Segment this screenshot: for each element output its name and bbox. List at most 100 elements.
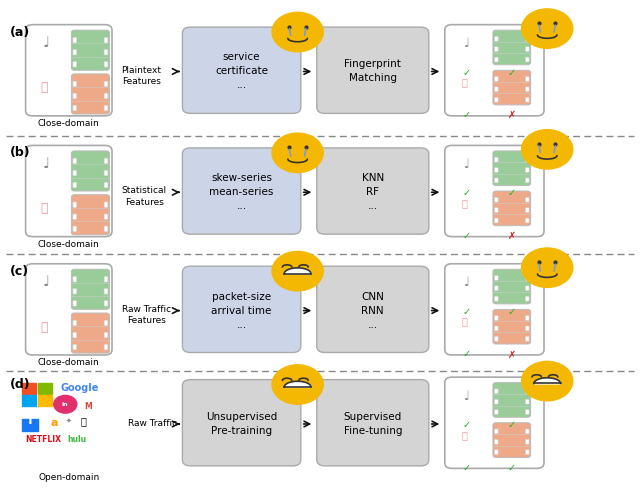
FancyBboxPatch shape: [525, 296, 529, 301]
Text: ♩: ♩: [464, 389, 470, 403]
FancyBboxPatch shape: [495, 208, 498, 212]
Text: in: in: [62, 402, 68, 407]
FancyBboxPatch shape: [104, 332, 108, 338]
FancyBboxPatch shape: [525, 168, 529, 173]
Text: ✓: ✓: [463, 68, 471, 77]
FancyBboxPatch shape: [72, 151, 109, 191]
FancyBboxPatch shape: [104, 214, 108, 219]
Circle shape: [54, 395, 77, 413]
Text: ✓: ✓: [508, 188, 516, 198]
FancyBboxPatch shape: [495, 87, 498, 92]
FancyBboxPatch shape: [73, 277, 77, 282]
Text: Fingerprint
Matching: Fingerprint Matching: [344, 60, 401, 83]
FancyBboxPatch shape: [182, 380, 301, 466]
FancyBboxPatch shape: [493, 423, 531, 458]
FancyBboxPatch shape: [495, 47, 498, 52]
Text: ♩: ♩: [42, 157, 50, 172]
FancyBboxPatch shape: [72, 269, 109, 310]
Text: Unsupervised
Pre-training: Unsupervised Pre-training: [206, 412, 277, 436]
FancyBboxPatch shape: [525, 47, 529, 52]
Text: ♩: ♩: [464, 37, 470, 50]
FancyBboxPatch shape: [525, 178, 529, 183]
Text: ✗: ✗: [508, 231, 516, 241]
FancyBboxPatch shape: [495, 168, 498, 173]
FancyBboxPatch shape: [73, 182, 77, 188]
FancyBboxPatch shape: [525, 157, 529, 162]
FancyBboxPatch shape: [72, 30, 109, 70]
FancyBboxPatch shape: [445, 377, 544, 468]
FancyBboxPatch shape: [525, 36, 529, 41]
FancyBboxPatch shape: [73, 301, 77, 306]
FancyBboxPatch shape: [73, 37, 77, 43]
FancyBboxPatch shape: [73, 170, 77, 176]
FancyBboxPatch shape: [26, 145, 112, 237]
FancyBboxPatch shape: [104, 277, 108, 282]
Text: Close-domain: Close-domain: [38, 240, 100, 249]
Text: ✗: ✗: [508, 350, 516, 359]
FancyBboxPatch shape: [73, 320, 77, 326]
Text: Raw Traffic
Features: Raw Traffic Features: [122, 305, 171, 325]
FancyBboxPatch shape: [104, 49, 108, 55]
FancyBboxPatch shape: [72, 74, 109, 114]
Text: ♩: ♩: [42, 36, 50, 51]
FancyBboxPatch shape: [495, 450, 498, 455]
Circle shape: [522, 361, 573, 401]
FancyBboxPatch shape: [493, 151, 531, 185]
FancyBboxPatch shape: [495, 286, 498, 291]
Circle shape: [522, 9, 573, 48]
FancyBboxPatch shape: [493, 191, 531, 226]
FancyBboxPatch shape: [104, 344, 108, 350]
FancyBboxPatch shape: [495, 178, 498, 183]
Text: skew-series
mean-series
...: skew-series mean-series ...: [209, 173, 274, 211]
FancyBboxPatch shape: [73, 158, 77, 164]
Text: ✓: ✓: [508, 68, 516, 77]
FancyBboxPatch shape: [525, 389, 529, 394]
Circle shape: [272, 12, 323, 52]
FancyBboxPatch shape: [445, 264, 544, 355]
Text: KNN
RF
...: KNN RF ...: [362, 173, 384, 211]
FancyBboxPatch shape: [445, 25, 544, 116]
Bar: [22, 383, 36, 394]
FancyBboxPatch shape: [73, 62, 77, 67]
Circle shape: [272, 365, 323, 404]
FancyBboxPatch shape: [493, 383, 531, 417]
FancyBboxPatch shape: [495, 218, 498, 223]
Text: ✓: ✓: [463, 231, 471, 241]
Text: ♩: ♩: [464, 276, 470, 289]
FancyBboxPatch shape: [182, 27, 301, 113]
Circle shape: [272, 133, 323, 173]
Bar: [38, 383, 52, 394]
FancyBboxPatch shape: [495, 157, 498, 162]
FancyBboxPatch shape: [525, 286, 529, 291]
Text: (c): (c): [10, 265, 29, 278]
FancyBboxPatch shape: [525, 197, 529, 202]
FancyBboxPatch shape: [493, 269, 531, 304]
FancyBboxPatch shape: [495, 410, 498, 415]
FancyBboxPatch shape: [182, 266, 301, 352]
FancyBboxPatch shape: [104, 288, 108, 294]
FancyBboxPatch shape: [73, 93, 77, 99]
Text: ✓: ✓: [463, 188, 471, 198]
FancyBboxPatch shape: [104, 93, 108, 99]
Text: Open-domain: Open-domain: [38, 473, 99, 482]
Bar: [22, 395, 36, 406]
Text: ✓: ✓: [463, 110, 471, 120]
FancyBboxPatch shape: [495, 97, 498, 102]
FancyBboxPatch shape: [525, 218, 529, 223]
FancyBboxPatch shape: [525, 276, 529, 281]
Text: ✗: ✗: [508, 110, 516, 120]
FancyBboxPatch shape: [73, 288, 77, 294]
Text: ✓: ✓: [508, 420, 516, 430]
Text: ✓: ✓: [463, 307, 471, 317]
FancyBboxPatch shape: [495, 197, 498, 202]
Text: 🗨: 🗨: [462, 317, 468, 326]
Bar: [22, 419, 38, 431]
Text: 🗨: 🗨: [462, 198, 468, 208]
Text: Close-domain: Close-domain: [38, 358, 100, 367]
Text: Google: Google: [61, 383, 99, 393]
FancyBboxPatch shape: [73, 226, 77, 232]
Text: 🗨: 🗨: [40, 81, 48, 95]
FancyBboxPatch shape: [495, 296, 498, 301]
Text: ✓: ✓: [463, 350, 471, 359]
Text: 🗨: 🗨: [40, 320, 48, 334]
